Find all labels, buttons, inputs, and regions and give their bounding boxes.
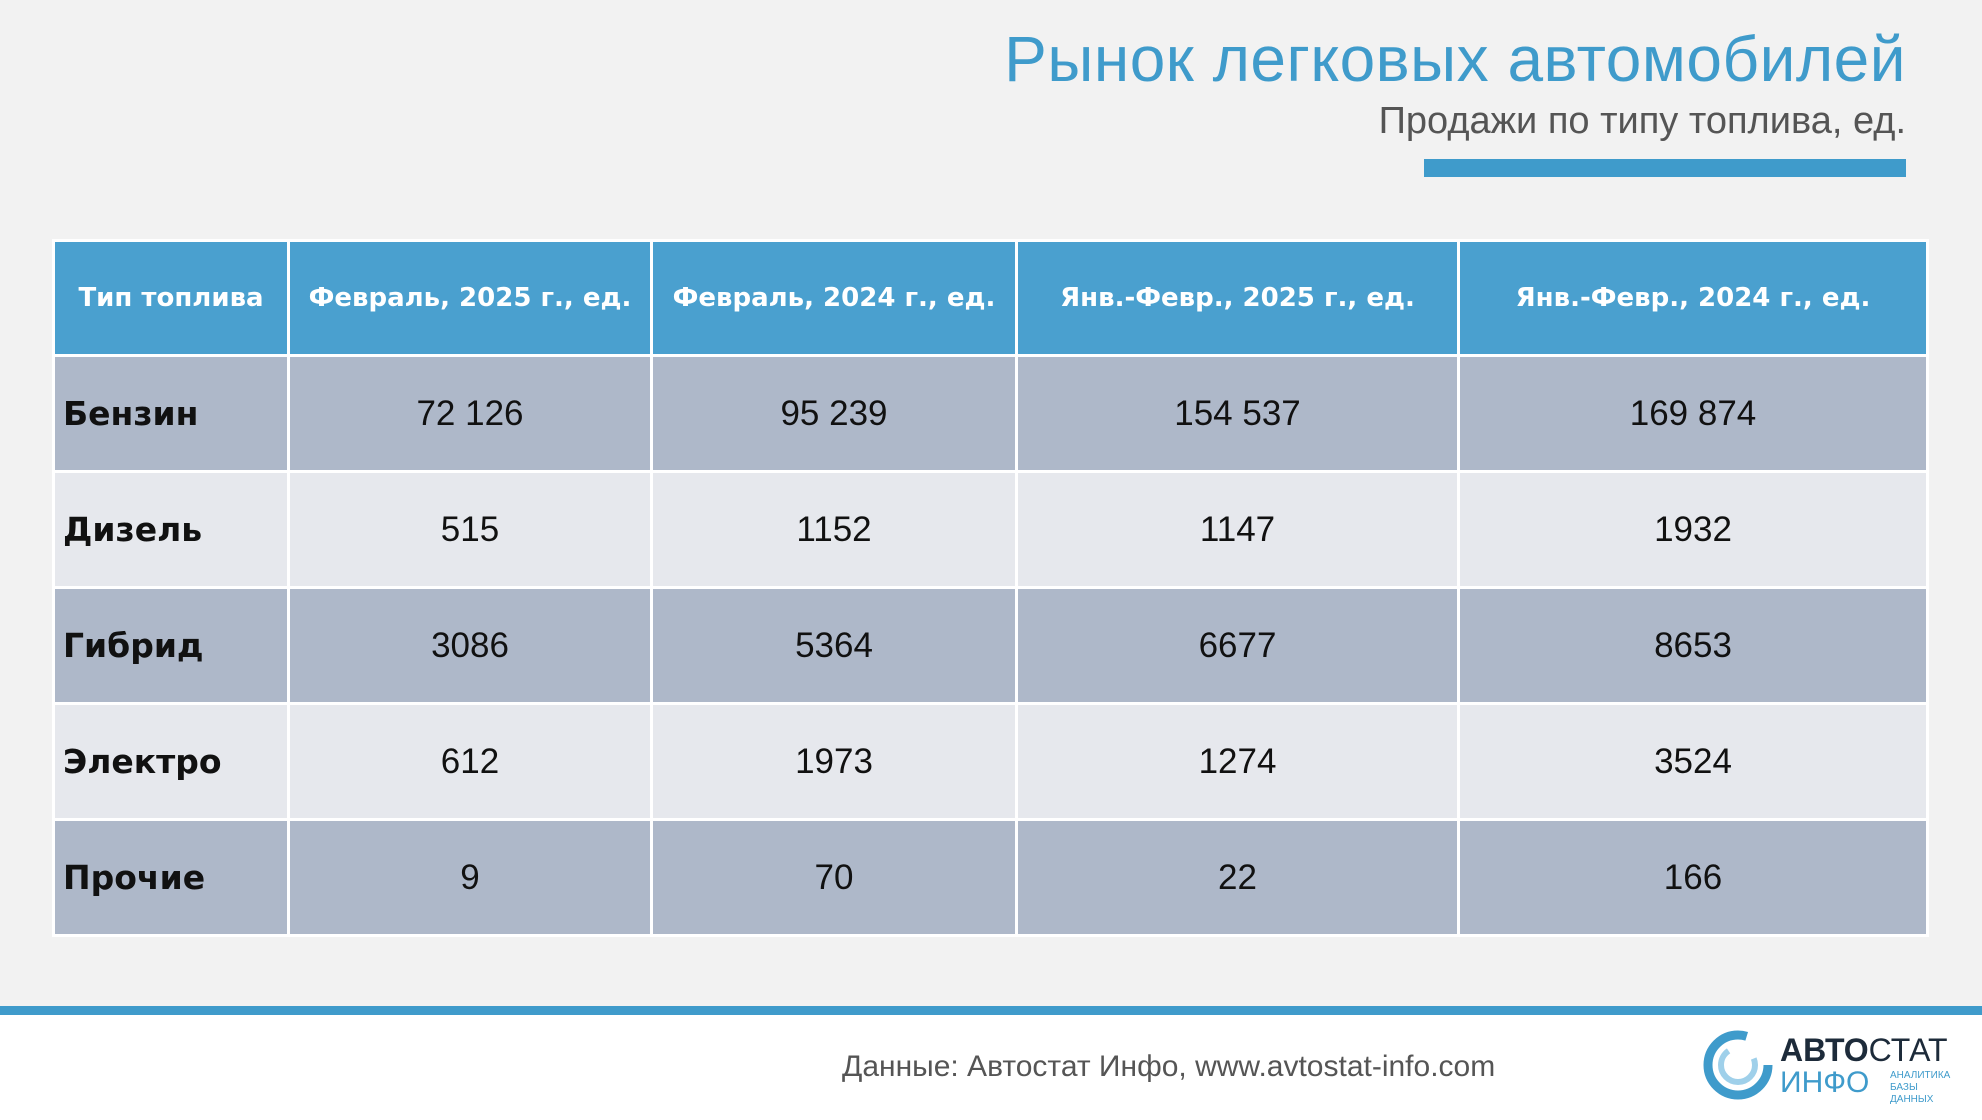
footer	[0, 1015, 1982, 1120]
column-header: Февраль, 2024 г., ед.	[650, 239, 1018, 357]
cell: 70	[650, 818, 1018, 937]
cell: 166	[1457, 818, 1929, 937]
column-header: Февраль, 2025 г., ед.	[287, 239, 653, 357]
source: Данные: Автостат Инфо, www.avtostat-info…	[842, 1050, 1496, 1083]
cell: 1274	[1015, 702, 1460, 821]
tagline: АНАЛИТИКА	[1890, 1070, 1951, 1081]
cell: 72 126	[287, 354, 653, 473]
footer-rule	[0, 1006, 1982, 1015]
cell: 1147	[1015, 470, 1460, 589]
row-header: Бензин	[52, 354, 290, 473]
table-row: Бензин 72 126 95 239 154 537 169 874	[52, 354, 1929, 473]
logo-text: ИНФО	[1780, 1066, 1870, 1099]
data-table: Тип топлива Февраль, 2025 г., ед. Февраль,…	[52, 239, 1929, 937]
cell: 1973	[650, 702, 1018, 821]
cell: 9	[287, 818, 653, 937]
table-row: Гибрид 3086 5364 6677 8653	[52, 586, 1929, 705]
logo: АВТОСТАТ ИНФО АНАЛИТИКА БАЗЫ ДАННЫХ	[1700, 1028, 1960, 1106]
cell: 95 239	[650, 354, 1018, 473]
cell: 6677	[1015, 586, 1460, 705]
cell: 169 874	[1457, 354, 1929, 473]
cell: 8653	[1457, 586, 1929, 705]
cell: 3086	[287, 586, 653, 705]
column-header: Янв.-Февр., 2024 г., ед.	[1457, 239, 1929, 357]
logo-part: СТАТ	[1868, 1032, 1948, 1068]
accent-bar	[1424, 159, 1906, 177]
tagline: БАЗЫ ДАННЫХ	[1890, 1082, 1934, 1105]
logo-mark	[1703, 1030, 1773, 1100]
table-row: Электро 612 1973 1274 3524	[52, 702, 1929, 821]
cell: 22	[1015, 818, 1460, 937]
cell: 612	[287, 702, 653, 821]
table-row: Прочие 9 70 22 166	[52, 818, 1929, 937]
cell: 1152	[650, 470, 1018, 589]
column-header: Тип топлива	[52, 239, 290, 357]
cell: 5364	[650, 586, 1018, 705]
subtitle: Продажи по типу топлива, ед.	[1378, 100, 1906, 142]
cell: 154 537	[1015, 354, 1460, 473]
cell: 515	[287, 470, 653, 589]
cell: 1932	[1457, 470, 1929, 589]
row-header: Электро	[52, 702, 290, 821]
logo-part: АВТО	[1780, 1032, 1869, 1068]
row-header: Прочие	[52, 818, 290, 937]
column-header: Янв.-Февр., 2025 г., ед.	[1015, 239, 1460, 357]
logo-text: АВТОСТАТ	[1780, 1032, 1948, 1069]
table-row: Дизель 515 1152 1147 1932	[52, 470, 1929, 589]
header-row: Тип топлива Февраль, 2025 г., ед. Февраль,…	[52, 239, 1929, 357]
logo-tagline: АНАЛИТИКА БАЗЫ ДАННЫХ	[1890, 1070, 1960, 1106]
row-header: Гибрид	[52, 586, 290, 705]
cell: 3524	[1457, 702, 1929, 821]
title: Рынок легковых автомобилей	[1004, 23, 1906, 95]
row-header: Дизель	[52, 470, 290, 589]
